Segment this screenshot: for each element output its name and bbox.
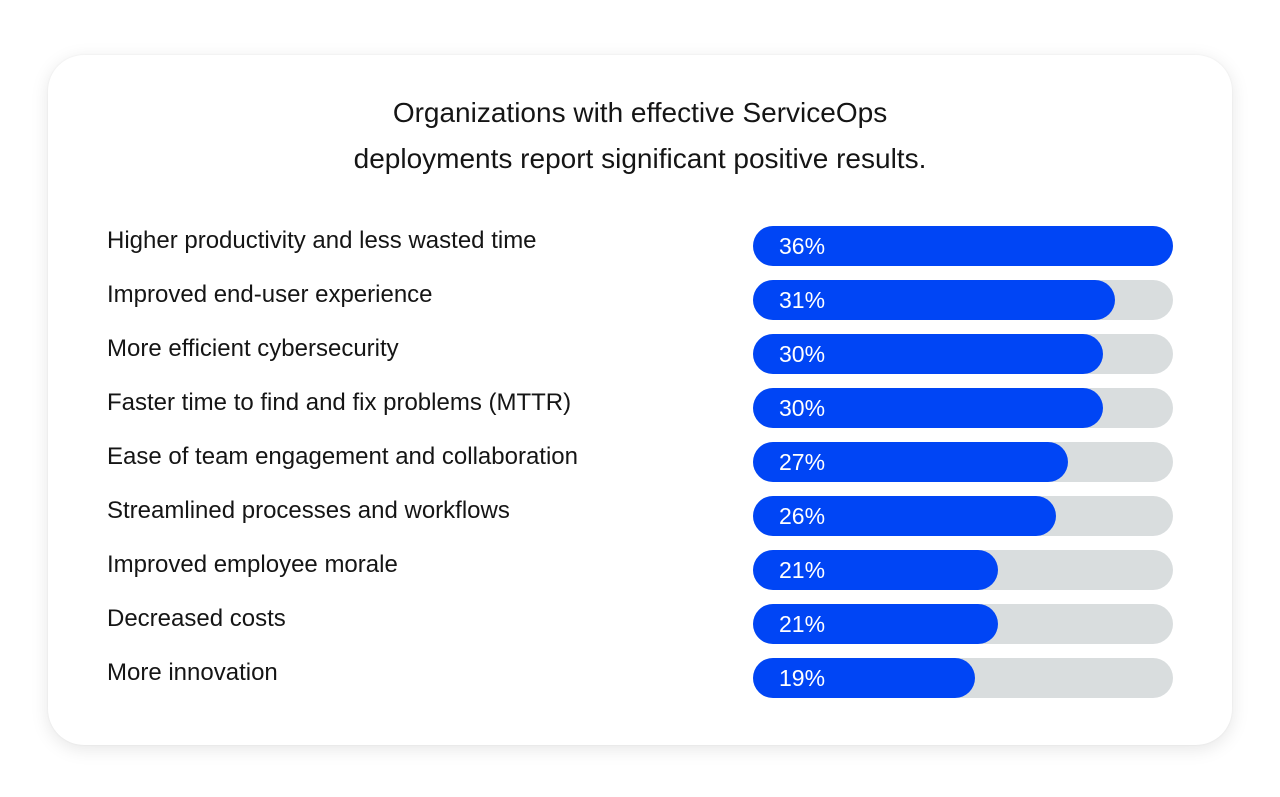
data-label: 26%	[779, 503, 826, 529]
category-label: More innovation	[107, 659, 278, 686]
category-label: Improved employee morale	[107, 551, 398, 578]
chart-title-line-2: deployments report significant positive …	[353, 143, 927, 174]
bar	[753, 334, 1103, 374]
bar-row: Streamlined processes and workflows 26%	[0, 492, 1280, 536]
bar	[753, 550, 998, 590]
category-label: Decreased costs	[107, 605, 286, 632]
category-label: Ease of team engagement and collaboratio…	[107, 443, 578, 470]
bar-track: 30%	[753, 334, 1173, 374]
bar-row: Improved end-user experience 31%	[0, 276, 1280, 320]
data-label: 27%	[779, 449, 826, 475]
category-label: More efficient cybersecurity	[107, 335, 399, 362]
category-label: Streamlined processes and workflows	[107, 497, 510, 524]
bar-row: Faster time to find and fix problems (MT…	[0, 384, 1280, 428]
category-label: Higher productivity and less wasted time	[107, 227, 537, 254]
bar-track: 30%	[753, 388, 1173, 428]
bar-row: More innovation 19%	[0, 654, 1280, 698]
bar	[753, 280, 1115, 320]
bar-track: 21%	[753, 550, 1173, 590]
bar-track: 31%	[753, 280, 1173, 320]
bar-track: 27%	[753, 442, 1173, 482]
bar	[753, 442, 1068, 482]
data-label: 30%	[779, 341, 826, 367]
data-label: 19%	[779, 665, 826, 691]
data-label: 21%	[779, 557, 826, 583]
data-label: 30%	[779, 395, 826, 421]
data-label: 21%	[779, 611, 826, 637]
bar	[753, 226, 1173, 266]
bar	[753, 496, 1057, 536]
bar-row: Improved employee morale 21%	[0, 546, 1280, 590]
bar-track: 19%	[753, 658, 1173, 698]
bar-track: 21%	[753, 604, 1173, 644]
chart-title: Organizations with effective ServiceOps …	[0, 90, 1280, 182]
bar-row: More efficient cybersecurity 30%	[0, 330, 1280, 374]
data-label: 36%	[779, 233, 826, 259]
bar	[753, 604, 998, 644]
bar	[753, 658, 975, 698]
bar-row: Ease of team engagement and collaboratio…	[0, 438, 1280, 482]
bar-track: 26%	[753, 496, 1173, 536]
bar	[753, 388, 1103, 428]
bar-track: 36%	[753, 226, 1173, 266]
category-label: Faster time to find and fix problems (MT…	[107, 389, 572, 416]
chart-title-line-1: Organizations with effective ServiceOps	[392, 97, 888, 128]
data-label: 31%	[779, 287, 826, 313]
category-label: Improved end-user experience	[107, 281, 433, 308]
bar-row: Decreased costs 21%	[0, 600, 1280, 644]
bar-row: Higher productivity and less wasted time…	[0, 222, 1280, 266]
